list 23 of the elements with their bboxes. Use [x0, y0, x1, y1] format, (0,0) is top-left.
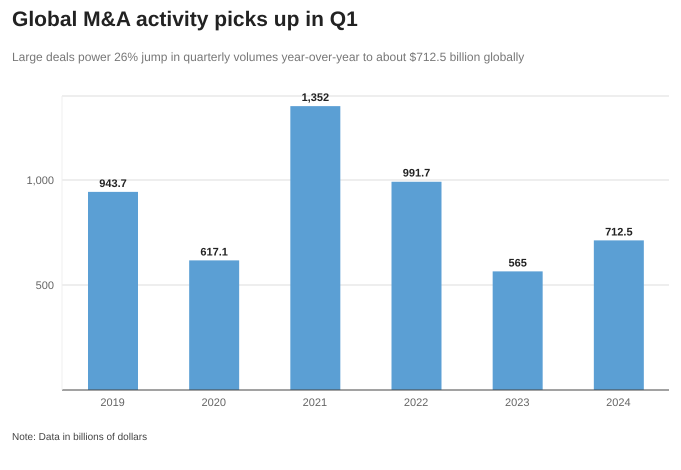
- data-label: 991.7: [402, 168, 430, 180]
- bar: [392, 182, 442, 390]
- x-tick-label: 2020: [202, 396, 226, 409]
- bar: [492, 271, 543, 390]
- y-tick-label: 1,000: [26, 174, 54, 187]
- x-tick-label: 2019: [100, 396, 125, 409]
- bar: [189, 260, 240, 390]
- bar: [594, 240, 644, 390]
- x-tick-label: 2024: [606, 396, 631, 409]
- x-tick-label: 2021: [302, 396, 328, 409]
- bar: [88, 192, 138, 390]
- data-label: 712.5: [605, 226, 633, 238]
- bar: [290, 106, 340, 390]
- chart-title: Global M&A activity picks up in Q1: [12, 8, 358, 32]
- y-tick-label: 500: [36, 280, 54, 292]
- data-label: 1,352: [302, 92, 330, 104]
- data-label: 617.1: [200, 246, 228, 258]
- data-label: 565: [508, 257, 527, 270]
- text: Note: Data in billions of dollars: [12, 432, 148, 443]
- data-label: 943.7: [99, 178, 127, 190]
- x-tick-label: 2023: [505, 396, 530, 409]
- chart-subtitle: Large deals power 26% jump in quarterly volumes year-over-year to about $712.5 billion globally: [12, 50, 524, 64]
- x-tick-label: 2022: [404, 396, 428, 409]
